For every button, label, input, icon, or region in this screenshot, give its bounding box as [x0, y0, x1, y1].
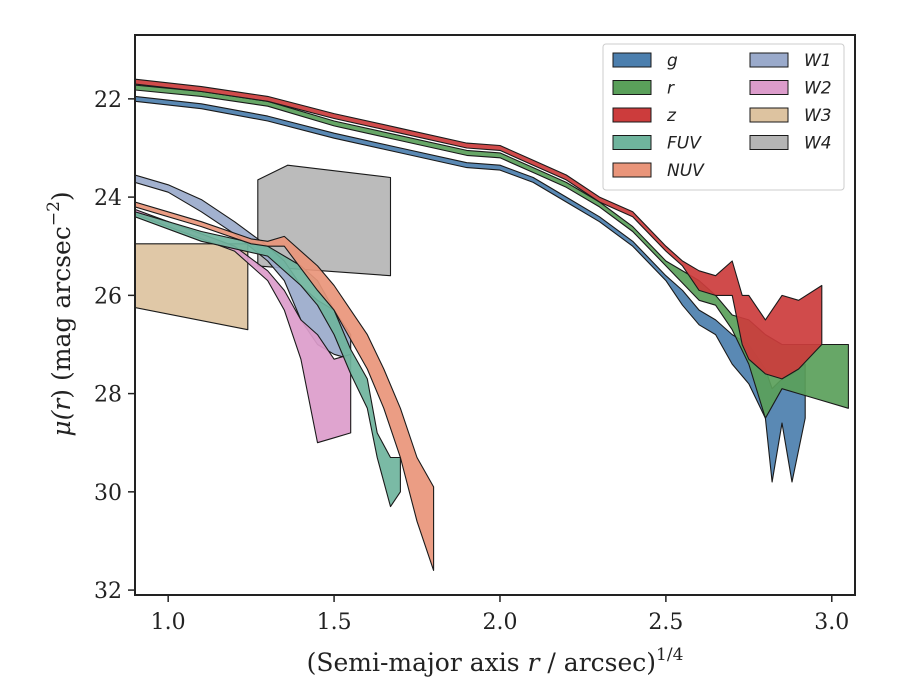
band-nuv: [135, 201, 435, 571]
legend-label-w4: W4: [804, 134, 832, 154]
legend-label-nuv: NUV: [667, 161, 705, 181]
y-tick-label: 30: [94, 481, 122, 506]
y-tick-label: 28: [94, 383, 122, 408]
legend-label-w3: W3: [804, 106, 832, 126]
legend-swatch-w2: [749, 80, 789, 95]
y-axis-label: μ(r) (mag arcsec−2): [44, 191, 76, 436]
legend-label-w2: W2: [804, 79, 832, 99]
band-w3: [135, 243, 249, 331]
x-axis-label: (Semi-major axis r / arcsec)1/4: [307, 645, 684, 677]
legend-label-g: g: [667, 51, 678, 71]
legend-swatch-g: [612, 52, 652, 68]
y-tick-label: 24: [94, 186, 122, 211]
legend-label-r: r: [667, 79, 675, 99]
legend-swatch-nuv: [612, 162, 652, 178]
legend-label-w1: W1: [804, 51, 832, 71]
band-z: [135, 78, 823, 380]
y-tick-label: 26: [94, 284, 122, 309]
legend-label-z: z: [666, 106, 677, 126]
legend-swatch-fuv: [612, 135, 652, 150]
y-tick-label: 22: [94, 88, 122, 113]
legend: grz FUV NUV W1 W2 W3 W4: [602, 43, 845, 191]
legend-swatch-w4: [749, 135, 789, 150]
axis-ticks: 1.0 1.5 2.0 2.5 3.0 22 24 26 28 30 32: [94, 88, 849, 635]
legend-swatch-w1: [749, 52, 789, 68]
y-tick-label: 32: [94, 579, 122, 604]
legend-swatch-w3: [749, 107, 789, 123]
x-tick-label: 1.0: [151, 610, 186, 635]
legend-label-fuv: FUV: [667, 134, 702, 154]
x-tick-label: 1.5: [317, 610, 352, 635]
legend-swatch-z: [612, 107, 652, 123]
x-tick-label: 2.5: [648, 610, 683, 635]
band-g: [135, 95, 806, 483]
x-tick-label: 3.0: [814, 610, 849, 635]
plot-area: [135, 78, 849, 571]
legend-swatch-r: [612, 80, 652, 95]
x-tick-label: 2.0: [482, 610, 517, 635]
plot-frame: [134, 34, 856, 596]
band-r: [135, 84, 849, 419]
